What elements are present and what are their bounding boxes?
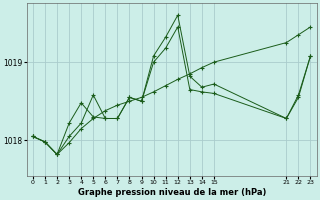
X-axis label: Graphe pression niveau de la mer (hPa): Graphe pression niveau de la mer (hPa) — [77, 188, 266, 197]
